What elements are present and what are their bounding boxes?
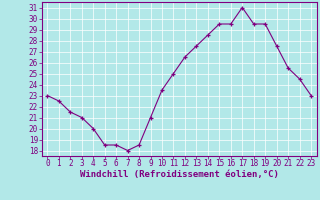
X-axis label: Windchill (Refroidissement éolien,°C): Windchill (Refroidissement éolien,°C) — [80, 170, 279, 179]
